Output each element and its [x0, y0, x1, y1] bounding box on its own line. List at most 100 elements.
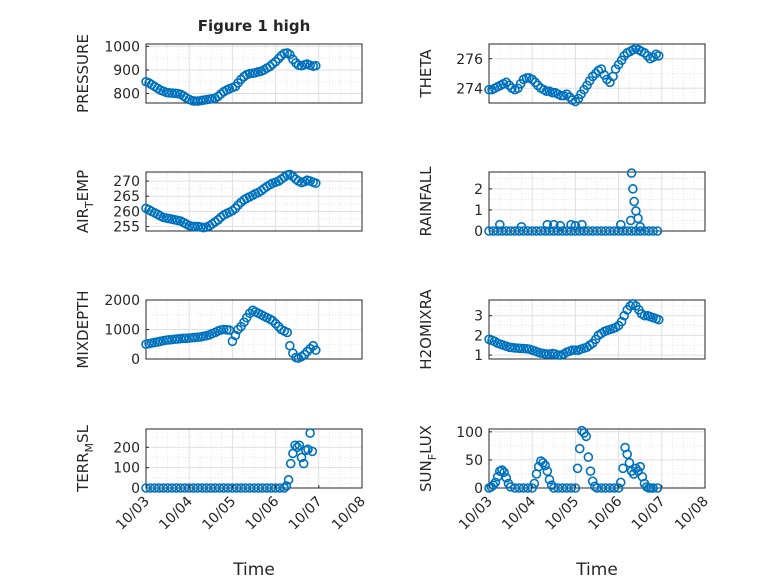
y-tick-label: 1	[474, 203, 483, 219]
data-point	[652, 226, 663, 236]
data-point	[292, 442, 303, 453]
y-tick-label: 0	[131, 352, 140, 368]
data-point	[305, 343, 315, 354]
data-point	[540, 460, 550, 471]
data-point	[538, 457, 548, 468]
y-tick-label: 274	[456, 81, 483, 97]
data-point	[615, 219, 626, 230]
data-point	[572, 463, 583, 474]
y-axis-label: THETA	[417, 49, 435, 99]
data-point	[302, 346, 312, 357]
panel-mixdepth: 0 1000 2000 MIXDEPTH	[74, 290, 363, 369]
data-point	[635, 221, 646, 232]
data-point	[294, 440, 305, 451]
data-point	[648, 226, 658, 236]
data-point	[585, 466, 596, 476]
data-point	[622, 449, 633, 460]
y-tick-label: 1000	[104, 323, 140, 339]
data-point	[299, 349, 310, 360]
data-point	[577, 219, 587, 230]
data-point	[570, 220, 581, 231]
data-point	[555, 220, 566, 231]
data-point	[497, 465, 507, 475]
data-point	[283, 475, 294, 485]
y-tick-label: 270	[113, 174, 140, 190]
data-point	[307, 446, 318, 457]
data-point	[273, 53, 284, 64]
y-tick-label: 2	[474, 182, 483, 198]
data-point	[631, 463, 641, 474]
y-tick-label: 2	[474, 328, 483, 344]
y-tick-label: 1000	[104, 39, 140, 55]
data-point	[616, 316, 627, 327]
y-tick-label: 100	[456, 425, 483, 441]
y-tick-label: 50	[465, 453, 483, 469]
panel-theta: 274 276 THETA	[417, 43, 706, 107]
y-axis-label: TERRMSL	[74, 424, 96, 493]
chart-title: Figure 1 high	[198, 17, 311, 35]
data-point	[518, 343, 529, 354]
y-tick-label: 3	[474, 309, 483, 325]
x-tick-label: 10/08	[672, 494, 712, 534]
data-point	[285, 49, 295, 60]
y-axis-label: H2OMIXRA	[417, 289, 435, 370]
data-point	[305, 428, 315, 438]
data-point	[574, 443, 585, 454]
y-tick-label: 1	[474, 348, 483, 364]
data-point	[527, 74, 538, 85]
data-point	[213, 91, 223, 102]
x-tick-label: 10/06	[243, 493, 283, 533]
data-point	[285, 458, 296, 469]
data-point	[494, 219, 505, 230]
data-point	[625, 301, 636, 311]
data-point	[236, 74, 246, 85]
data-point	[629, 196, 639, 207]
data-point	[267, 315, 278, 326]
x-tick-label: 10/08	[329, 494, 369, 534]
y-tick-label: 0	[131, 481, 140, 497]
data-point	[501, 77, 512, 88]
y-tick-label: 2000	[104, 293, 140, 309]
data-point	[288, 171, 298, 182]
data-point	[583, 452, 594, 462]
data-point	[529, 478, 540, 489]
x-tick-label: 10/05	[542, 494, 582, 534]
y-tick-label: 255	[113, 219, 140, 235]
data-point	[639, 48, 650, 58]
data-point	[310, 60, 321, 71]
data-point	[533, 80, 543, 91]
data-point	[530, 77, 541, 88]
data-point	[587, 476, 598, 487]
y-tick-label: 265	[113, 189, 140, 205]
data-point	[265, 61, 275, 72]
data-point	[570, 483, 581, 493]
axes-border	[145, 171, 363, 232]
data-point	[615, 477, 626, 488]
x-tick-label: 10/07	[286, 494, 326, 534]
data-point	[633, 213, 643, 224]
y-axis-label: RAINFALL	[417, 166, 435, 237]
data-point	[561, 89, 572, 99]
data-point	[542, 219, 553, 230]
y-tick-label: 200	[113, 440, 140, 456]
data-point	[628, 184, 638, 194]
data-point	[624, 457, 635, 468]
data-point	[527, 483, 538, 493]
axes-frame	[145, 428, 363, 489]
data-point	[233, 324, 243, 335]
data-point	[490, 477, 501, 488]
panel-sun_flux: 0 50 100 SUNFLUX 10/03 10/04 10/05 10/06 10/07 10…	[417, 425, 712, 580]
y-axis-label: MIXDEPTH	[74, 290, 92, 368]
axes-border	[145, 299, 363, 360]
axes-frame	[488, 428, 706, 489]
data-point	[310, 345, 321, 355]
data-point	[501, 473, 512, 483]
data-point	[499, 467, 509, 478]
data-point	[270, 318, 281, 329]
data-point	[587, 71, 598, 82]
y-axis-label: AIRTEMP	[74, 170, 96, 233]
data-point	[544, 474, 555, 485]
data-point	[648, 52, 658, 63]
y-axis-label: SUNFLUX	[417, 425, 439, 492]
panel-terr_msl: 0 100 200 TERRMSL 10/03 10/04 10/05 10/06 10/07 1…	[74, 424, 369, 580]
